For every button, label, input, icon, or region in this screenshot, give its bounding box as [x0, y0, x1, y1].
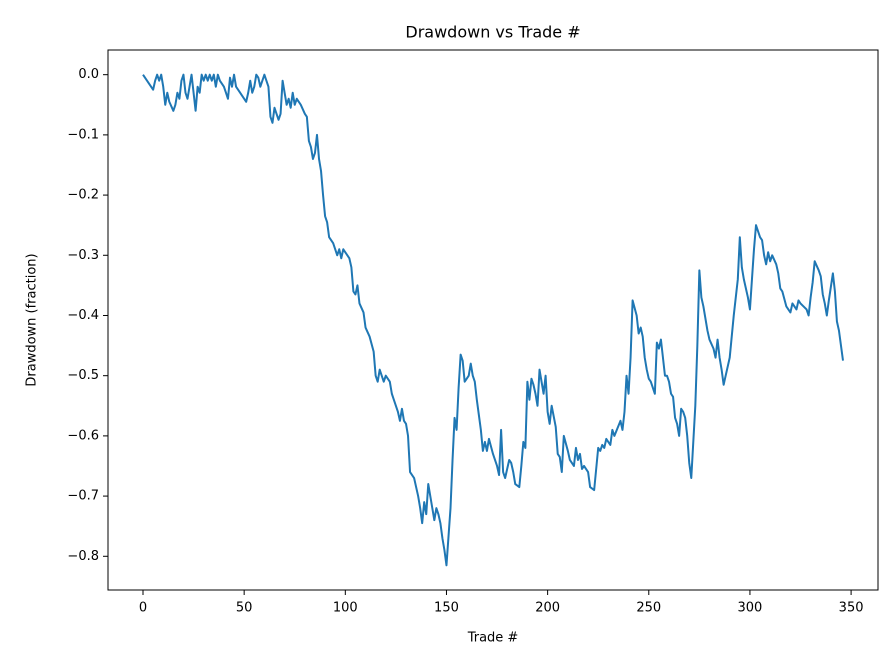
x-tick-label: 250 — [636, 601, 661, 616]
y-tick-label: −0.8 — [67, 549, 99, 564]
x-tick-label: 150 — [434, 601, 459, 616]
x-tick-label: 350 — [839, 601, 864, 616]
y-tick-label: −0.1 — [67, 127, 99, 142]
y-tick-label: −0.6 — [67, 428, 99, 443]
y-tick-label: −0.4 — [67, 308, 99, 323]
line-series — [142, 73, 844, 567]
plot-frame — [107, 49, 879, 591]
x-tick-label: 300 — [738, 601, 763, 616]
y-tick-label: −0.3 — [67, 248, 99, 263]
x-tick-label: 0 — [139, 601, 147, 616]
y-tick-label: −0.5 — [67, 368, 99, 383]
chart-title: Drawdown vs Trade # — [405, 23, 580, 42]
y-tick-label: −0.2 — [67, 188, 99, 203]
y-axis-label: Drawdown (fraction) — [25, 253, 40, 386]
x-tick-label: 100 — [333, 601, 358, 616]
y-tick-label: 0.0 — [78, 67, 99, 82]
x-tick-label: 200 — [535, 601, 560, 616]
x-tick-label: 50 — [236, 601, 253, 616]
y-tick-label: −0.7 — [67, 489, 99, 504]
x-axis-label: Trade # — [467, 631, 519, 646]
